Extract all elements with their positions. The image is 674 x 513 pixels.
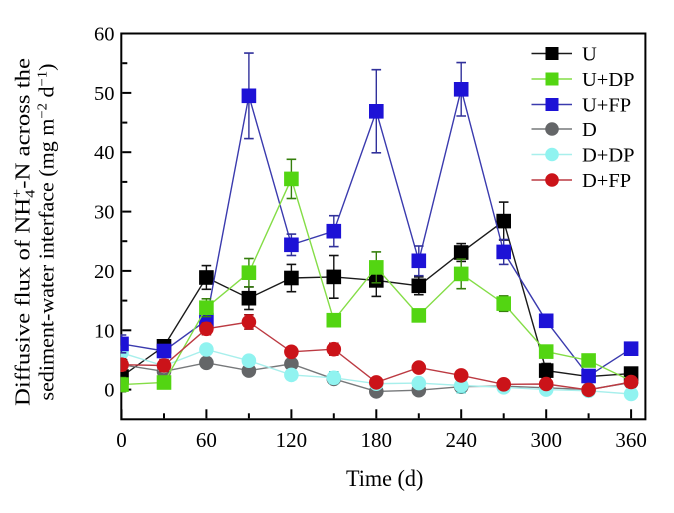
svg-text:sediment-water interface (mg m: sediment-water interface (mg m−2 d−1) (35, 64, 59, 401)
svg-text:D: D (582, 119, 597, 141)
svg-text:U+FP: U+FP (582, 95, 631, 117)
svg-text:300: 300 (530, 428, 562, 452)
svg-text:180: 180 (361, 428, 393, 452)
svg-text:Diffusive flux of NH4+-N acros: Diffusive flux of NH4+-N across the (11, 58, 39, 406)
svg-text:10: 10 (94, 320, 115, 342)
svg-text:60: 60 (94, 24, 115, 46)
svg-text:20: 20 (94, 261, 115, 283)
svg-text:0: 0 (104, 380, 114, 402)
svg-text:U+DP: U+DP (582, 69, 635, 91)
svg-text:Time (d): Time (d) (346, 466, 424, 491)
svg-text:360: 360 (615, 428, 647, 452)
svg-text:50: 50 (94, 83, 115, 105)
svg-text:30: 30 (94, 202, 115, 224)
svg-text:40: 40 (94, 142, 115, 164)
svg-text:60: 60 (196, 428, 217, 452)
svg-text:240: 240 (445, 428, 477, 452)
svg-text:D+DP: D+DP (582, 145, 635, 167)
svg-text:0: 0 (116, 428, 127, 452)
svg-text:U: U (582, 44, 597, 66)
svg-text:120: 120 (276, 428, 308, 452)
svg-text:D+FP: D+FP (582, 170, 631, 192)
